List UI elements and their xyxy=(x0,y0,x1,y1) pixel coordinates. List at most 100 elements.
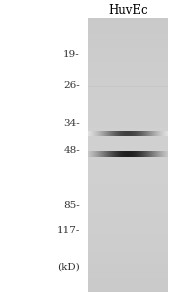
Bar xyxy=(124,151,125,157)
Bar xyxy=(88,29,168,32)
Bar xyxy=(111,130,112,136)
Bar xyxy=(135,151,136,157)
Bar xyxy=(116,130,117,136)
Bar xyxy=(151,130,152,136)
Bar xyxy=(140,151,141,157)
Bar xyxy=(164,130,165,136)
Bar xyxy=(139,130,140,136)
Bar xyxy=(88,111,168,114)
Bar xyxy=(153,151,154,157)
Bar xyxy=(88,45,168,48)
Bar xyxy=(88,21,168,23)
Bar xyxy=(88,196,168,199)
Bar xyxy=(88,281,168,284)
Bar xyxy=(88,98,168,100)
Bar xyxy=(108,130,109,136)
Bar xyxy=(98,151,99,157)
Bar xyxy=(88,251,168,253)
Bar xyxy=(103,151,104,157)
Bar xyxy=(88,218,168,221)
Bar xyxy=(88,158,168,160)
Bar xyxy=(144,130,145,136)
Bar xyxy=(88,32,168,34)
Bar xyxy=(88,149,168,152)
Bar xyxy=(101,151,102,157)
Bar xyxy=(143,130,144,136)
Bar xyxy=(90,130,91,136)
Bar xyxy=(157,130,158,136)
Bar xyxy=(88,130,168,133)
Bar xyxy=(157,151,158,157)
Bar xyxy=(88,51,168,54)
Bar xyxy=(116,151,117,157)
Bar xyxy=(154,151,155,157)
Bar xyxy=(141,130,142,136)
Bar xyxy=(111,151,112,157)
Bar xyxy=(140,130,141,136)
Bar xyxy=(162,151,163,157)
Bar xyxy=(101,130,102,136)
Bar xyxy=(133,130,134,136)
Bar xyxy=(88,185,168,188)
Bar xyxy=(88,177,168,180)
Bar xyxy=(117,130,118,136)
Bar xyxy=(88,224,168,226)
Bar xyxy=(98,130,99,136)
Bar xyxy=(88,144,168,147)
Bar xyxy=(99,130,100,136)
Bar xyxy=(130,151,131,157)
Bar xyxy=(102,130,103,136)
Text: 26-: 26- xyxy=(63,81,80,90)
Bar xyxy=(122,151,123,157)
Bar xyxy=(106,151,107,157)
Bar xyxy=(166,130,167,136)
Bar xyxy=(88,237,168,240)
Bar xyxy=(125,151,126,157)
Bar xyxy=(121,151,122,157)
Text: 48-: 48- xyxy=(63,146,80,155)
Bar xyxy=(88,136,168,139)
Bar xyxy=(143,151,144,157)
Bar xyxy=(115,130,116,136)
Bar xyxy=(146,151,147,157)
Bar xyxy=(88,240,168,243)
Bar xyxy=(88,43,168,45)
Bar xyxy=(167,151,168,157)
Bar xyxy=(88,202,168,204)
Bar xyxy=(138,130,139,136)
Bar xyxy=(152,130,153,136)
Bar xyxy=(134,151,135,157)
Bar xyxy=(161,130,162,136)
Bar xyxy=(88,141,168,144)
Bar xyxy=(129,130,130,136)
Text: 85-: 85- xyxy=(63,201,80,210)
Bar xyxy=(88,73,168,76)
Text: 34-: 34- xyxy=(63,119,80,128)
Bar xyxy=(88,221,168,223)
Bar xyxy=(88,180,168,182)
Bar xyxy=(129,151,130,157)
Bar xyxy=(88,62,168,64)
Bar xyxy=(88,152,168,155)
Bar xyxy=(92,130,93,136)
Bar xyxy=(88,48,168,51)
Bar xyxy=(165,130,166,136)
Bar xyxy=(88,199,168,202)
Bar xyxy=(89,130,90,136)
Bar xyxy=(156,130,157,136)
Bar xyxy=(94,130,95,136)
Bar xyxy=(88,163,168,166)
Bar xyxy=(88,259,168,262)
Bar xyxy=(121,130,122,136)
Bar xyxy=(91,130,92,136)
Bar xyxy=(136,151,137,157)
Bar xyxy=(127,151,128,157)
Text: 117-: 117- xyxy=(57,226,80,235)
Bar xyxy=(148,151,149,157)
Bar xyxy=(88,92,168,95)
Bar xyxy=(148,130,149,136)
Bar xyxy=(109,151,110,157)
Bar xyxy=(137,151,138,157)
Bar xyxy=(112,151,113,157)
Bar xyxy=(147,130,148,136)
